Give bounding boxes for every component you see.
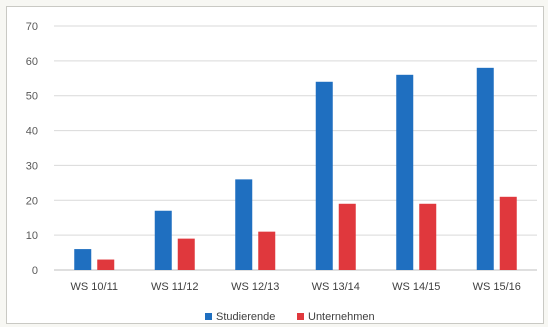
legend-label-studierende: Studierende (216, 311, 275, 323)
bar-studierende (235, 179, 253, 270)
bars (74, 67, 517, 271)
bar-unternehmen (258, 231, 276, 270)
y-tick-label: 60 (26, 56, 38, 68)
x-tick-label: WS 13/14 (312, 281, 360, 293)
bar-studierende (476, 67, 494, 270)
chart-frame: 0 10 20 30 40 50 60 70 WS 10/11 WS 11/12 WS 12/13… (6, 6, 544, 324)
y-tick-label: 20 (26, 195, 38, 207)
x-tick-label: WS 11/12 (151, 281, 199, 293)
legend-label-unternehmen: Unternehmen (308, 311, 375, 323)
bar-unternehmen (419, 203, 437, 270)
y-tick-label: 50 (26, 91, 38, 103)
y-tick-label: 40 (26, 126, 38, 138)
y-tick-label: 0 (32, 265, 38, 277)
gridlines (54, 25, 537, 271)
y-tick-label: 10 (26, 230, 38, 242)
bar-unternehmen (499, 196, 517, 270)
x-tick-label: WS 14/15 (392, 281, 440, 293)
bar-studierende (154, 210, 172, 270)
y-axis-ticks: 0 10 20 30 40 50 60 70 (26, 21, 38, 277)
bar-unternehmen (97, 259, 115, 270)
legend: Studierende Unternehmen (205, 311, 375, 323)
x-tick-label: WS 10/11 (71, 281, 119, 293)
x-tick-label: WS 15/16 (473, 281, 521, 293)
bar-studierende (396, 74, 414, 270)
bar-studierende (74, 249, 92, 270)
bar-unternehmen (338, 203, 356, 270)
y-tick-label: 70 (26, 21, 38, 33)
x-tick-label: WS 12/13 (231, 281, 279, 293)
legend-swatch-studierende (205, 313, 212, 320)
y-tick-label: 30 (26, 160, 38, 172)
x-axis-ticks: WS 10/11 WS 11/12 WS 12/13 WS 13/14 WS 14/15… (71, 281, 521, 293)
bar-unternehmen (177, 238, 195, 270)
legend-swatch-unternehmen (297, 313, 304, 320)
bar-studierende (315, 81, 333, 271)
bar-chart: 0 10 20 30 40 50 60 70 WS 10/11 WS 11/12 WS 12/13… (26, 21, 537, 323)
